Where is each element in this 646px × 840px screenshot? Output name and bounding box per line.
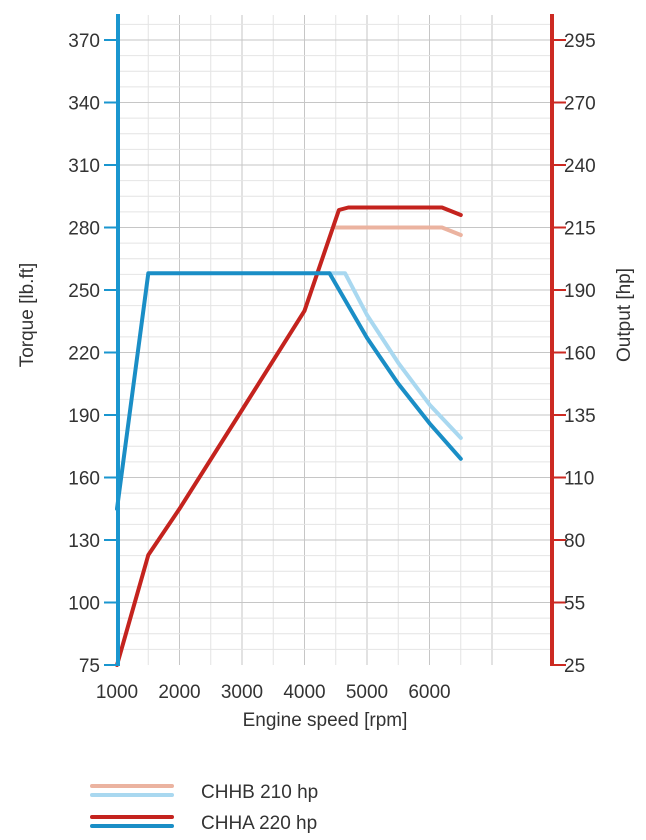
- y-right-tick-label: 80: [564, 531, 585, 552]
- y-right-tick-label: 135: [564, 406, 596, 427]
- y-left-tick-label: 130: [68, 531, 100, 552]
- y-right-tick-label: 55: [564, 594, 585, 615]
- x-tick-label: 2000: [158, 682, 200, 703]
- legend-item-chhb: CHHB 210 hp: [90, 782, 318, 803]
- y-left-tick-label: 280: [68, 219, 100, 240]
- y-right-tick-label: 270: [564, 94, 596, 115]
- y-left-tick-label: 220: [68, 344, 100, 365]
- series-line-chha_torque: [115, 271, 463, 511]
- legend: CHHB 210 hp CHHA 220 hp: [90, 782, 318, 834]
- x-tick-label: 3000: [221, 682, 263, 703]
- y-left-tick-label: 340: [68, 94, 100, 115]
- axes: [104, 14, 566, 666]
- y-left-tick-label: 75: [79, 656, 100, 677]
- y-left-tick-label: 250: [68, 281, 100, 302]
- y-right-tick-label: 25: [564, 656, 585, 677]
- y-left-tick-label: 310: [68, 156, 100, 177]
- y-right-tick-label: 295: [564, 31, 596, 52]
- y-right-tick-label: 215: [564, 219, 596, 240]
- y-left-tick-label: 100: [68, 594, 100, 615]
- x-tick-label: 1000: [96, 682, 138, 703]
- y-right-tick-label: 190: [564, 281, 596, 302]
- x-tick-label: 4000: [283, 682, 325, 703]
- x-tick-label: 6000: [408, 682, 450, 703]
- legend-item-chha: CHHA 220 hp: [90, 813, 317, 834]
- legend-label-chhb: CHHB 210 hp: [201, 782, 318, 803]
- y-left-tick-label: 190: [68, 406, 100, 427]
- legend-label-chha: CHHA 220 hp: [201, 813, 317, 834]
- grid: [118, 15, 552, 665]
- y-left-axis-title: Torque [lb.ft]: [17, 263, 38, 368]
- y-right-tick-label: 110: [564, 469, 594, 490]
- y-left-tick-label: 160: [68, 469, 100, 490]
- y-right-tick-label: 160: [564, 344, 596, 365]
- x-tick-label: 5000: [346, 682, 388, 703]
- tick-labels: 75 100 130 160 190 220 250 280 310 340 370 25 55 80 11…: [68, 31, 595, 703]
- x-axis-title: Engine speed [rpm]: [243, 710, 408, 731]
- series-line-chhb_torque: [327, 271, 463, 440]
- series-line-chha_output: [115, 205, 463, 667]
- y-right-tick-label: 240: [564, 156, 596, 177]
- series-lines: [115, 205, 463, 667]
- series-line-chhb_output: [333, 225, 463, 237]
- y-right-axis-title: Output [hp]: [614, 268, 635, 362]
- y-left-tick-label: 370: [68, 31, 100, 52]
